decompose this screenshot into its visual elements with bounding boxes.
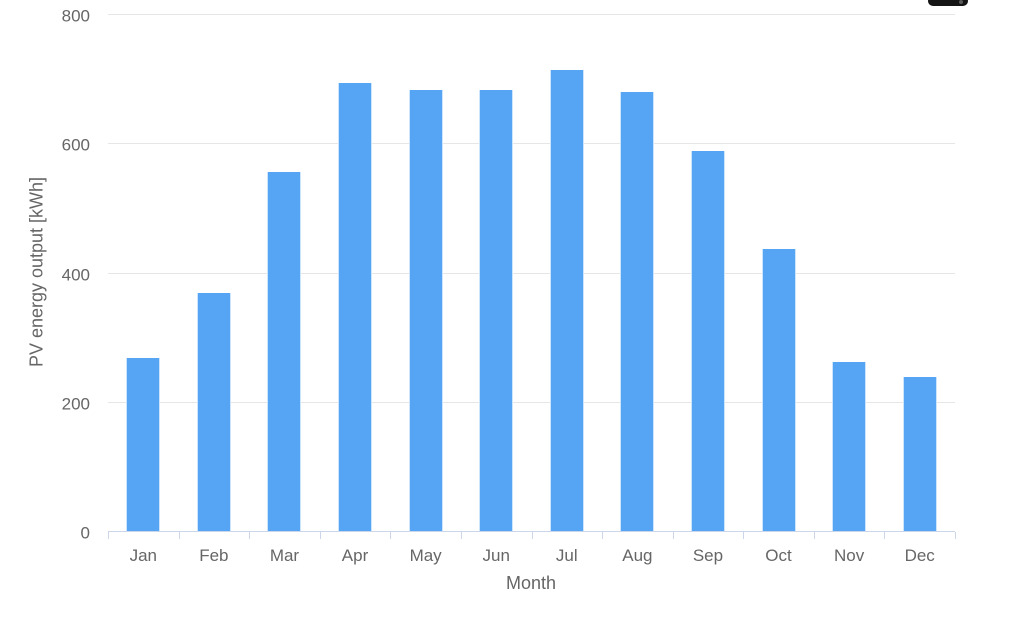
- bar-jan[interactable]: [126, 357, 161, 531]
- bar-nov[interactable]: [832, 361, 867, 531]
- x-tick-mark: [743, 532, 745, 539]
- x-tick-mark: [813, 532, 815, 539]
- x-tick-mark: [955, 532, 956, 539]
- x-tick-label-jan: Jan: [129, 546, 157, 565]
- x-tick-mark: [108, 532, 109, 539]
- gridline-400: [108, 272, 955, 274]
- bar-dec[interactable]: [902, 376, 937, 531]
- x-tick-mark: [531, 532, 533, 539]
- x-tick-label-jun: Jun: [482, 546, 510, 565]
- x-tick-label-dec: Dec: [904, 546, 935, 565]
- x-tick-mark: [602, 532, 604, 539]
- x-tick-mark: [672, 532, 674, 539]
- x-axis-title: Month: [505, 573, 557, 593]
- cropped-dark-pill: [928, 0, 968, 6]
- x-tick-mark: [460, 532, 462, 539]
- x-tick-label-feb: Feb: [199, 546, 229, 565]
- x-tick-label-may: May: [409, 546, 442, 565]
- bar-mar[interactable]: [267, 171, 302, 531]
- x-tick-label-jul: Jul: [555, 546, 578, 565]
- x-axis-line: [108, 531, 955, 532]
- x-tick-mark: [319, 532, 321, 539]
- x-tick-label-mar: Mar: [269, 546, 300, 565]
- bar-oct[interactable]: [761, 248, 796, 531]
- gridline-800: [108, 14, 955, 15]
- gridline-200: [108, 401, 955, 403]
- x-tick-label-sep: Sep: [692, 546, 724, 565]
- gridline-600: [108, 143, 955, 145]
- x-tick-label-nov: Nov: [834, 546, 865, 565]
- pill-dot-icon: [959, 0, 963, 4]
- bar-jun[interactable]: [479, 90, 514, 531]
- x-tick-mark: [884, 532, 886, 539]
- x-tick-mark: [249, 532, 251, 539]
- bar-sep[interactable]: [690, 151, 725, 531]
- bar-may[interactable]: [408, 89, 443, 531]
- bar-aug[interactable]: [620, 91, 655, 531]
- bar-jul[interactable]: [549, 70, 584, 531]
- y-tick-label-800: 800: [61, 6, 90, 26]
- x-tick-label-aug: Aug: [622, 546, 653, 565]
- y-tick-label-200: 200: [61, 394, 90, 414]
- x-tick-mark: [390, 532, 392, 539]
- bar-feb[interactable]: [196, 292, 231, 531]
- y-tick-label-400: 400: [61, 265, 90, 284]
- x-tick-label-apr: Apr: [341, 546, 369, 565]
- x-tick-label-oct: Oct: [765, 546, 792, 565]
- y-tick-label-600: 600: [61, 135, 90, 155]
- bar-apr[interactable]: [338, 83, 373, 531]
- y-tick-label-0: 0: [80, 523, 90, 543]
- x-tick-mark: [178, 532, 180, 539]
